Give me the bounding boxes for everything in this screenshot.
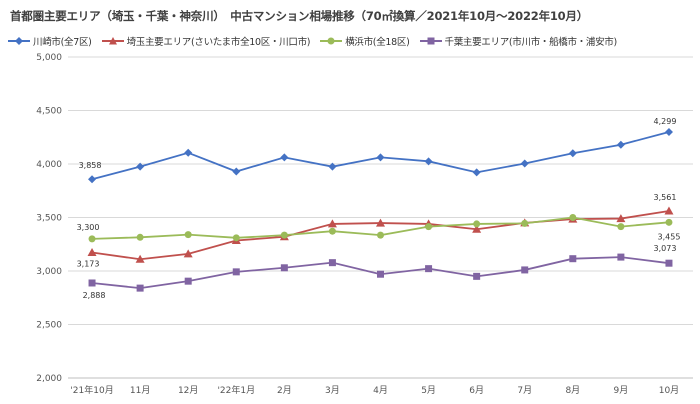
data-point-yokohama [473,220,481,228]
x-tick-label: 11月 [130,385,150,396]
data-point-yokohama [665,218,673,226]
data-point-chiba [328,259,336,267]
legend-item-yokohama: 横浜市(全18区) [320,34,410,48]
y-tick-label: 4,500 [36,107,62,117]
data-point-saitama [616,214,626,223]
data-point-yokohama [232,234,240,242]
x-tick-label: '22年1月 [217,384,255,396]
data-point-saitama [87,247,97,256]
legend-label-yokohama: 横浜市(全18区) [345,37,410,48]
y-tick-label: 2,000 [36,374,62,384]
data-point-chiba [377,270,384,278]
legend-label-saitama: 埼玉主要エリア(さいたま市全10区・川口市) [126,37,311,48]
data-label-saitama: 3,173 [77,259,100,268]
data-point-chiba [521,266,529,274]
data-point-yokohama [425,223,433,231]
data-point-kawasaki [136,162,145,171]
data-point-chiba [232,268,240,276]
data-point-yokohama [569,214,577,221]
data-point-kawasaki [184,148,193,157]
data-point-chiba [665,259,673,267]
chart-title: 首都圏主要エリア（埼玉・千葉・神奈川） 中古マンション相場推移（70㎡換算／20… [10,9,589,23]
y-tick-label: 3,000 [36,267,62,277]
data-point-saitama [135,254,145,263]
data-label-chiba: 2,888 [83,291,106,300]
data-point-saitama [327,219,337,228]
data-label-saitama: 3,561 [654,193,677,202]
data-point-saitama [376,218,385,227]
data-point-chiba [184,277,192,285]
data-point-yokohama [136,233,144,241]
data-point-yokohama [88,235,96,243]
legend-item-kawasaki: 川崎市(全7区) [8,34,92,48]
legend: 川崎市(全7区) 埼玉主要エリア(さいたま市全10区・川口市) 横浜市(全18区… [8,34,617,48]
x-tick-label: 2月 [277,385,292,396]
x-tick-label: 7月 [517,385,532,396]
data-point-saitama [472,224,482,233]
y-tick-label: 5,000 [36,53,62,63]
data-point-yokohama [521,219,529,227]
x-tick-label: 8月 [565,385,580,396]
data-point-chiba [425,265,433,273]
data-point-kawasaki [616,140,625,149]
data-point-chiba [569,255,577,263]
data-point-yokohama [184,231,192,239]
data-point-chiba [617,253,625,261]
legend-marker-chiba [419,37,442,45]
data-point-saitama [183,249,193,258]
data-point-chiba [280,264,288,272]
data-point-yokohama [377,231,384,239]
data-point-yokohama [280,231,288,239]
data-point-saitama [664,206,674,215]
x-tick-label: 4月 [373,385,388,396]
x-tick-label: 12月 [178,385,198,396]
data-point-chiba [88,279,96,287]
y-tick-label: 2,500 [36,321,62,331]
y-tick-label: 3,500 [36,214,62,224]
data-point-kawasaki [328,162,337,171]
x-tick-label: 9月 [614,385,629,396]
data-point-kawasaki [280,153,289,162]
legend-label-kawasaki: 川崎市(全7区) [33,37,92,48]
data-label-yokohama: 3,300 [77,223,100,232]
data-point-yokohama [328,227,336,235]
data-point-kawasaki [88,175,97,184]
legend-label-chiba: 千葉主要エリア(市川市・船橋市・浦安市) [444,37,618,48]
legend-marker-yokohama [320,37,343,45]
x-tick-label: 6月 [469,385,484,396]
data-label-chiba: 3,073 [654,244,677,253]
legend-item-chiba: 千葉主要エリア(市川市・船橋市・浦安市) [419,34,618,48]
data-point-chiba [473,272,481,280]
data-point-kawasaki [376,153,385,162]
data-label-kawasaki: 4,299 [654,117,677,126]
data-point-kawasaki [424,157,433,166]
data-point-kawasaki [568,149,577,158]
data-point-kawasaki [472,168,481,177]
data-point-kawasaki [232,167,241,176]
data-point-kawasaki [664,128,673,137]
legend-marker-saitama [101,37,124,45]
x-tick-label: '21年10月 [70,384,113,396]
data-label-kawasaki: 3,858 [79,161,102,170]
data-point-yokohama [617,223,625,231]
data-label-yokohama: 3,455 [658,232,681,241]
data-point-chiba [136,284,144,292]
legend-item-saitama: 埼玉主要エリア(さいたま市全10区・川口市) [101,34,311,48]
x-tick-label: 10月 [659,385,679,396]
legend-marker-kawasaki [8,37,30,45]
x-tick-label: 5月 [421,385,436,396]
data-point-kawasaki [520,159,529,168]
y-tick-label: 4,000 [36,160,62,170]
x-tick-label: 3月 [325,385,340,396]
